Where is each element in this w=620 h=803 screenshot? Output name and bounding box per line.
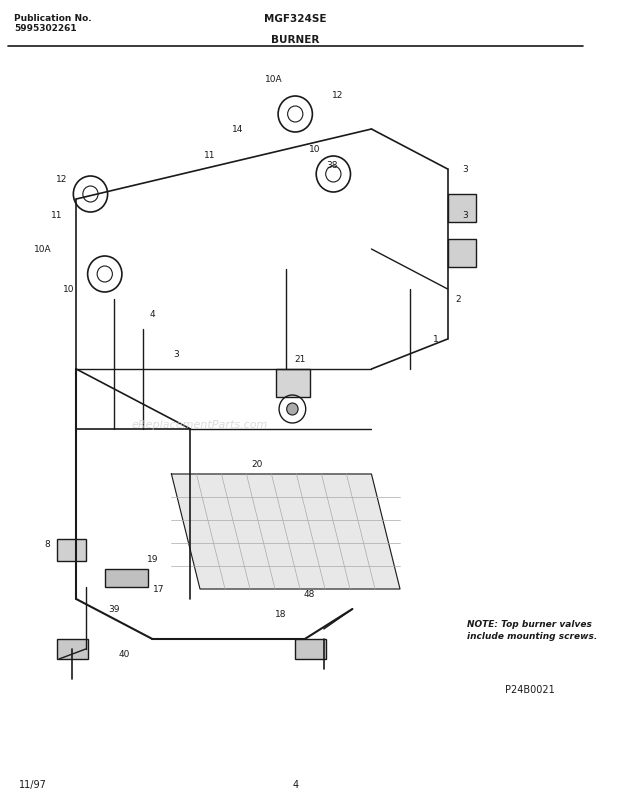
Text: 4: 4 <box>149 310 155 319</box>
Text: P24B0021: P24B0021 <box>505 684 554 694</box>
Polygon shape <box>172 475 400 589</box>
Text: MGF324SE: MGF324SE <box>264 14 327 24</box>
Text: 18: 18 <box>275 609 286 619</box>
Text: 40: 40 <box>118 650 130 658</box>
Text: Publication No.: Publication No. <box>14 14 92 23</box>
Text: 2: 2 <box>455 296 461 304</box>
Text: 5995302261: 5995302261 <box>14 24 77 33</box>
Bar <box>295 639 326 659</box>
Text: 1: 1 <box>433 335 439 344</box>
Text: 21: 21 <box>294 355 306 364</box>
Text: 10A: 10A <box>265 75 282 84</box>
Text: 11: 11 <box>51 210 63 219</box>
Text: 12: 12 <box>56 175 68 184</box>
Text: 3: 3 <box>462 165 467 174</box>
Bar <box>276 369 309 397</box>
Text: 39: 39 <box>108 605 120 613</box>
Text: 11: 11 <box>204 150 215 159</box>
Text: 38: 38 <box>327 161 338 169</box>
Text: 48: 48 <box>304 589 315 599</box>
Bar <box>105 569 148 587</box>
Text: BURNER: BURNER <box>271 35 319 45</box>
Text: 20: 20 <box>252 460 263 469</box>
Text: eReplacementParts.com: eReplacementParts.com <box>132 419 268 430</box>
Text: 10A: 10A <box>34 245 51 255</box>
Bar <box>448 195 476 222</box>
Bar <box>57 540 86 561</box>
Text: 10: 10 <box>63 285 74 294</box>
Text: 17: 17 <box>153 585 165 593</box>
Text: 19: 19 <box>147 555 158 564</box>
Text: 12: 12 <box>332 91 344 100</box>
Text: 3: 3 <box>174 350 179 359</box>
Text: 11/97: 11/97 <box>19 779 47 789</box>
Text: 14: 14 <box>232 125 244 134</box>
Text: 8: 8 <box>45 540 50 548</box>
Text: 4: 4 <box>292 779 298 789</box>
Bar <box>448 240 476 267</box>
Text: 3: 3 <box>462 210 467 219</box>
Text: 10: 10 <box>309 145 320 154</box>
Bar <box>57 639 87 659</box>
Circle shape <box>286 403 298 415</box>
Text: NOTE: Top burner valves
include mounting screws.: NOTE: Top burner valves include mounting… <box>467 619 597 640</box>
